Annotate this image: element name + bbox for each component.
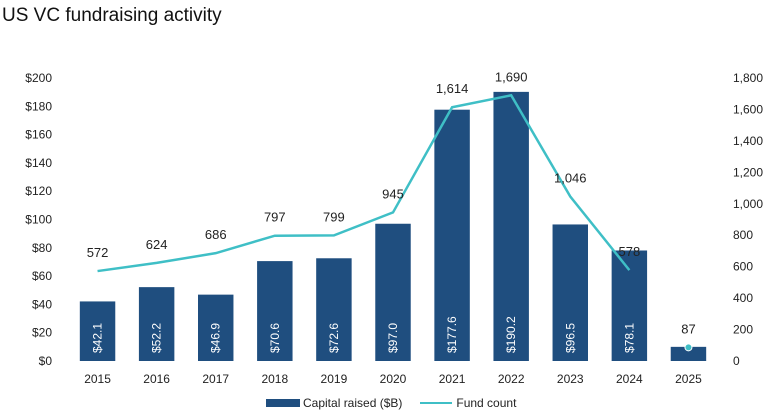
legend: Capital raised ($B) Fund count	[266, 396, 516, 410]
x-tick-label: 2019	[321, 372, 348, 386]
chart-title: US VC fundraising activity	[2, 5, 222, 26]
bar-value-label: $190.2	[504, 316, 518, 353]
fund-count-label: 624	[146, 237, 168, 252]
fund-count-label: 799	[323, 209, 345, 224]
bar	[375, 223, 411, 361]
bar	[198, 294, 234, 361]
legend-line-label: Fund count	[456, 396, 517, 410]
y-right-tick-label: 1,800	[733, 71, 763, 85]
y-left-tick-label: $40	[32, 297, 52, 311]
y-left-tick-label: $0	[39, 354, 53, 368]
fund-count-label: 686	[205, 227, 227, 242]
fund-count-point	[684, 343, 693, 352]
bar	[434, 109, 470, 361]
fund-count-label: 1,046	[554, 171, 587, 186]
y-right-tick-label: 600	[733, 260, 753, 274]
y-left-tick-label: $180	[25, 99, 52, 113]
x-tick-label: 2016	[143, 372, 170, 386]
bar-value-label: $46.9	[209, 323, 223, 353]
x-tick-label: 2023	[557, 372, 584, 386]
y-left-tick-label: $100	[25, 213, 52, 227]
legend-line-swatch	[420, 402, 453, 404]
x-tick-label: 2020	[380, 372, 407, 386]
y-right-tick-label: 0	[733, 354, 740, 368]
y-left-tick-label: $20	[32, 326, 52, 340]
legend-bar-label: Capital raised ($B)	[303, 396, 403, 410]
y-right-tick-label: 1,000	[733, 197, 763, 211]
bar-value-label: $42.1	[91, 323, 105, 353]
bar-value-label: $97.0	[386, 323, 400, 353]
x-tick-label: 2025	[675, 372, 702, 386]
bar-value-label: $70.6	[268, 323, 282, 353]
bar	[670, 346, 707, 361]
fund-count-label: 578	[619, 244, 641, 259]
fund-count-label: 1,614	[436, 81, 469, 96]
bar	[493, 91, 529, 361]
fund-count-label: 572	[87, 245, 109, 260]
y-right-tick-label: 800	[733, 228, 753, 242]
x-tick-label: 2024	[616, 372, 643, 386]
y-left-tick-label: $60	[32, 269, 52, 283]
fund-count-label: 797	[264, 210, 286, 225]
bar-value-label: $177.6	[445, 316, 459, 353]
bar-value-label: $96.5	[563, 323, 577, 353]
y-right-tick-label: 1,600	[733, 102, 763, 116]
y-right-tick-label: 400	[733, 291, 753, 305]
y-left-tick-label: $140	[25, 156, 52, 170]
y-right-tick-label: 1,200	[733, 165, 763, 179]
bar-value-label: $72.6	[327, 323, 341, 353]
y-right-tick-label: 1,400	[733, 134, 763, 148]
y-left-tick-label: $80	[32, 241, 52, 255]
bar-value-label: $52.2	[150, 323, 164, 353]
x-tick-label: 2015	[84, 372, 111, 386]
y-right-tick-label: 200	[733, 323, 753, 337]
bar	[257, 261, 293, 361]
y-left-tick-label: $120	[25, 184, 52, 198]
x-tick-label: 2017	[202, 372, 229, 386]
x-tick-label: 2018	[261, 372, 288, 386]
bar	[316, 258, 352, 361]
x-tick-label: 2022	[498, 372, 525, 386]
fund-count-label: 945	[382, 186, 404, 201]
y-left-tick-label: $160	[25, 128, 52, 142]
y-left-tick-label: $200	[25, 71, 52, 85]
bar	[138, 287, 175, 361]
bar	[552, 224, 588, 361]
legend-bar-swatch	[266, 399, 300, 407]
x-tick-label: 2021	[439, 372, 466, 386]
fund-count-label: 87	[681, 321, 695, 336]
fund-count-line	[97, 93, 631, 273]
fund-count-label: 1,690	[495, 69, 528, 84]
bar-value-label: $78.1	[622, 323, 636, 353]
bar	[79, 301, 116, 361]
